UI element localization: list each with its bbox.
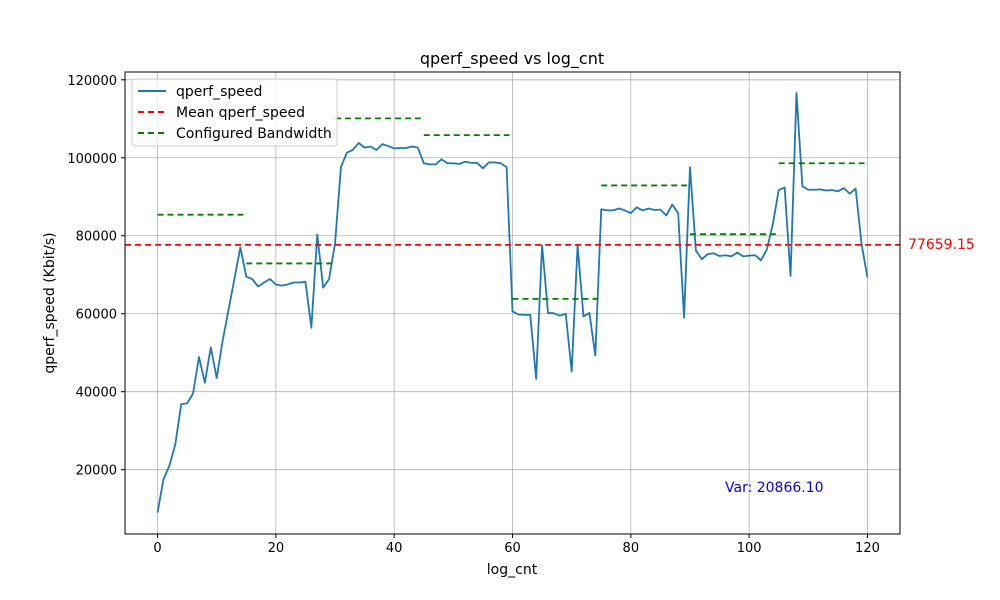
x-tick-label: 120 [855, 541, 880, 556]
mean-value-label: 77659.15 [908, 237, 975, 253]
legend-label-mean: Mean qperf_speed [176, 105, 305, 121]
x-tick-label: 40 [386, 541, 403, 556]
y-axis-label: qperf_speed (Kbit/s) [42, 232, 58, 373]
y-tick-label: 120000 [67, 74, 117, 89]
y-tick-label: 80000 [76, 230, 117, 245]
legend-label-configured-bandwidth: Configured Bandwidth [176, 126, 332, 142]
x-tick-label: 20 [268, 541, 285, 556]
chart-title: qperf_speed vs log_cnt [420, 49, 604, 69]
y-tick-label: 40000 [76, 386, 117, 401]
legend: qperf_speed Mean qperf_speed Configured … [131, 78, 338, 147]
y-tick-label: 100000 [67, 152, 117, 167]
y-tick-label: 60000 [76, 308, 117, 323]
legend-label-qperf-speed: qperf_speed [176, 84, 262, 100]
variance-label: Var: 20866.10 [725, 480, 824, 496]
y-tick-label: 20000 [76, 464, 117, 479]
x-tick-label: 0 [153, 541, 161, 556]
x-axis-label: log_cnt [487, 562, 538, 578]
axis-ticks: 0 20 40 60 80 100 120 20000 40000 60000 80000 10000… [67, 74, 880, 556]
x-tick-label: 60 [504, 541, 521, 556]
plot-area [125, 92, 900, 513]
legend-box [131, 78, 338, 147]
series-line-qperf-speed [156, 92, 869, 513]
x-tick-label: 100 [737, 541, 762, 556]
x-tick-label: 80 [623, 541, 640, 556]
